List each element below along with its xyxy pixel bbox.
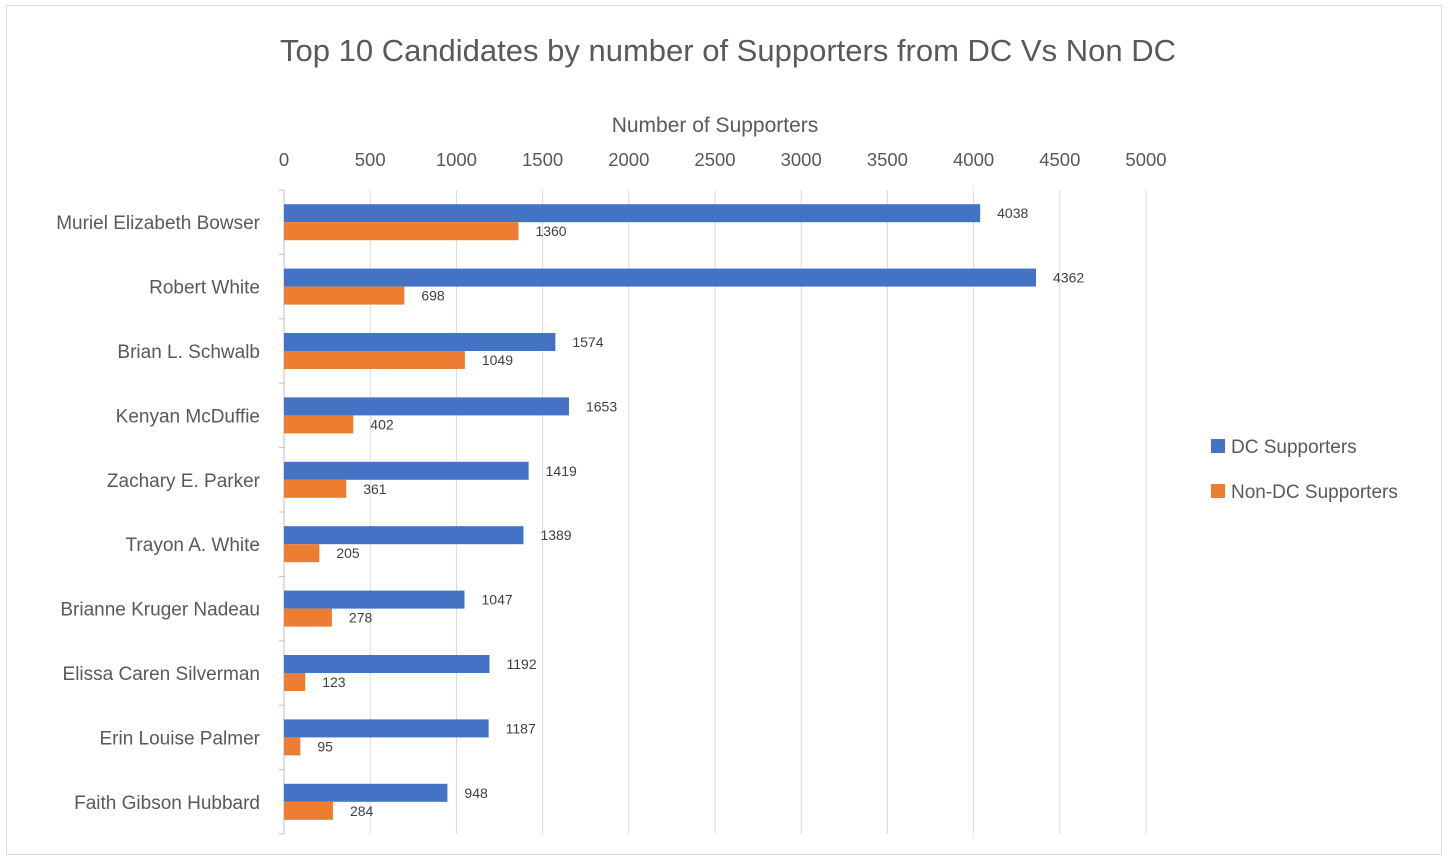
bar-non-dc [284,415,354,434]
bar-non-dc [284,222,519,241]
bar-dc [284,719,489,738]
data-label: 1360 [535,223,566,239]
bar-non-dc [284,286,405,305]
data-label: 1419 [546,463,577,479]
x-tick-label: 5000 [1125,149,1166,170]
bar-non-dc [284,351,465,369]
legend-swatch [1211,484,1225,498]
x-tick-label: 0 [279,149,289,170]
x-axis-ticks: 0 500 1000 1500 2000 2500 3000 3500 4000 4500 5000 [279,149,1167,170]
data-label: 4038 [997,205,1028,221]
data-label: 1049 [482,352,513,368]
data-label: 205 [336,545,360,561]
chart-frame [6,5,1442,855]
category-label: Faith Gibson Hubbard [74,793,260,814]
category-label: Zachary E. Parker [107,471,261,492]
bar-non-dc [284,479,347,498]
data-label: 1047 [482,592,513,608]
bars [284,204,1037,820]
x-tick-label: 3000 [781,149,822,170]
bar-dc [284,397,569,416]
data-label: 1389 [540,527,571,543]
legend-label: Non-DC Supporters [1231,482,1398,503]
x-tick-label: 4000 [953,149,994,170]
x-axis-title: Number of Supporters [612,114,819,137]
data-label: 1187 [506,720,536,736]
bar-non-dc [284,608,332,627]
x-tick-label: 2000 [608,149,649,170]
bar-non-dc [284,544,320,563]
legend-label: DC Supporters [1231,437,1357,458]
category-label: Elissa Caren Silverman [63,664,260,685]
data-label: 1653 [586,398,617,414]
data-label: 95 [317,738,333,754]
legend-swatch [1211,439,1225,453]
bar-non-dc [284,737,301,756]
x-tick-label: 3500 [867,149,908,170]
bar-dc [284,526,524,545]
x-tick-label: 1500 [522,149,563,170]
x-tick-label: 500 [355,149,386,170]
category-label: Brianne Kruger Nadeau [60,600,260,621]
bar-non-dc [284,801,333,820]
data-label: 284 [350,803,374,819]
data-label: 123 [322,674,346,690]
legend: DC Supporters Non-DC Supporters [1211,437,1398,503]
x-tick-label: 4500 [1039,149,1080,170]
bar-dc [284,590,465,609]
category-axis: Muriel Elizabeth Bowser Robert White Brian… [56,189,285,835]
data-label: 948 [464,785,488,801]
bar-dc [284,204,981,223]
bar-non-dc [284,673,306,691]
category-label: Kenyan McDuffie [116,406,260,427]
bar-dc [284,783,448,802]
data-label: 1574 [572,334,603,350]
data-label: 361 [363,481,387,497]
bar-dc [284,268,1037,287]
category-label: Erin Louise Palmer [99,728,260,749]
bar-dc [284,655,490,673]
category-label: Muriel Elizabeth Bowser [56,213,260,234]
x-tick-label: 1000 [436,149,477,170]
data-label: 698 [421,288,445,304]
data-label: 278 [349,610,373,626]
bar-dc [284,333,556,351]
x-tick-label: 2500 [694,149,735,170]
data-label: 1192 [507,656,537,672]
bar-dc [284,461,529,480]
category-label: Brian L. Schwalb [117,342,260,363]
data-labels: 4038 1360 4362 698 1574 1049 1653 402 1419 361 138… [317,205,1084,819]
chart-title: Top 10 Candidates by number of Supporter… [280,33,1176,68]
data-label: 4362 [1053,270,1084,286]
category-label: Trayon A. White [126,535,260,556]
category-label: Robert White [149,278,260,299]
data-label: 402 [370,416,394,432]
